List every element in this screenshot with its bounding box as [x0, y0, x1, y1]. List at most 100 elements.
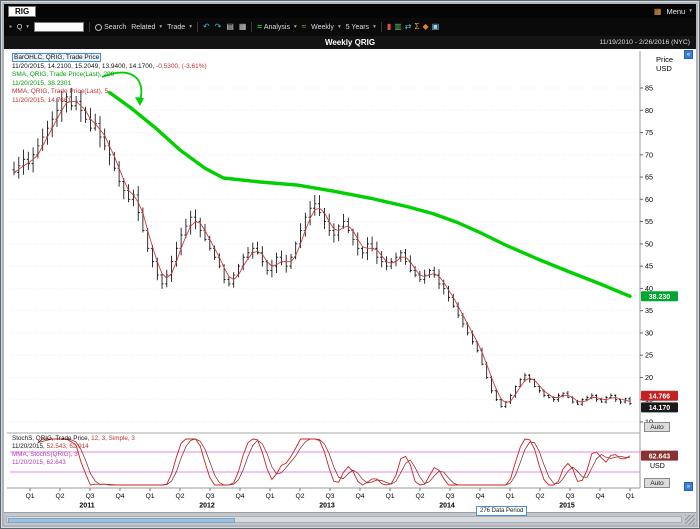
auto-scale-button[interactable]: Auto	[644, 422, 670, 432]
svg-text:Q4: Q4	[595, 493, 604, 500]
svg-text:Q2: Q2	[175, 493, 184, 500]
svg-text:30: 30	[645, 328, 653, 337]
compare-arrows-icon[interactable]: ⇄	[404, 22, 412, 31]
grid-tool-icon[interactable]: ▣	[431, 22, 440, 31]
legend-sma-value: 11/20/2015, 38.2301	[12, 79, 72, 87]
svg-text:80: 80	[645, 106, 653, 115]
svg-text:Q2: Q2	[295, 493, 304, 500]
bottom-scroll-strip	[4, 512, 696, 525]
svg-text:2013: 2013	[319, 503, 335, 510]
search-button[interactable]: Search	[95, 23, 127, 31]
resize-grip[interactable]	[685, 515, 695, 525]
toolbar-divider	[251, 22, 253, 32]
search-label: Search	[104, 23, 127, 31]
svg-text:14.170: 14.170	[649, 405, 671, 412]
security-tab[interactable]: RIG	[8, 5, 37, 17]
related-dropdown[interactable]: Related ▾	[131, 24, 162, 31]
candlestick-icon[interactable]: ▮	[386, 22, 392, 31]
chevron-down-icon: ▾	[337, 24, 341, 30]
redo-button[interactable]: ↷	[214, 22, 222, 31]
svg-text:Q4: Q4	[115, 493, 124, 500]
svg-text:62.643: 62.643	[649, 453, 671, 460]
toolbar: ▪ Q ▾ Search Related ▾ Trade ▾ ↶ ↷ ▤	[4, 18, 696, 36]
trade-label: Trade	[167, 23, 186, 31]
legend-barohlc[interactable]: BarOHLC, QRIG, Trade Price	[12, 53, 102, 62]
legend-mma-value: 11/20/2015, 14.7661	[12, 96, 72, 104]
svg-text:Q1: Q1	[505, 493, 514, 500]
svg-text:Q1: Q1	[385, 493, 394, 500]
svg-text:50: 50	[645, 239, 653, 248]
svg-text:45: 45	[645, 262, 653, 271]
analysis-dropdown[interactable]: ≈ Analysis ▾	[257, 23, 296, 31]
toolbar-divider	[380, 22, 382, 32]
horizontal-scrollbar[interactable]	[6, 516, 682, 523]
menu-button[interactable]: Menu ▾	[666, 7, 692, 16]
svg-text:Q1: Q1	[25, 493, 34, 500]
auto-scale-button-stoch[interactable]: Auto	[644, 478, 670, 488]
wave-icon[interactable]: ≈	[301, 22, 307, 31]
svg-text:85: 85	[645, 84, 653, 93]
layout-grid-icon[interactable]: ▦	[238, 22, 247, 31]
chart-title: Weekly QRIG	[324, 38, 376, 47]
svg-text:Q2: Q2	[535, 493, 544, 500]
svg-text:75: 75	[645, 128, 653, 137]
chart-tools: ▮ ▥ ⇄ Σ ◆ ▣	[387, 23, 439, 31]
undo-button[interactable]: ↶	[202, 22, 210, 31]
search-icon	[95, 23, 103, 31]
legend-ohlc-values: 11/20/2015, 14.2100, 15.2049, 13.9400, 1…	[12, 62, 207, 70]
trade-dropdown[interactable]: Trade ▾	[167, 24, 192, 31]
legend-stoch-mma[interactable]: MMA, StochS(QRIG), 3	[12, 451, 78, 458]
svg-text:Q3: Q3	[565, 493, 574, 500]
ticker-input[interactable]	[34, 22, 85, 32]
collapse-panel-button[interactable]: «	[684, 50, 693, 59]
svg-text:Q3: Q3	[445, 493, 454, 500]
legend-sma[interactable]: SMA, QRIG, Trade Price(Last), 200	[12, 71, 115, 78]
svg-text:Q3: Q3	[205, 493, 214, 500]
chevron-down-icon: ▾	[159, 24, 163, 30]
svg-text:65: 65	[645, 173, 653, 182]
toolbar-divider	[89, 22, 91, 32]
svg-text:38.230: 38.230	[649, 294, 671, 301]
range-dropdown[interactable]: 5 Years ▾	[346, 24, 376, 31]
svg-text:Q4: Q4	[235, 493, 244, 500]
chevron-down-icon: ▾	[189, 24, 192, 30]
svg-text:Q2: Q2	[415, 493, 424, 500]
terminal-icon: ▪	[9, 22, 12, 31]
chevron-down-icon: ▾	[26, 24, 30, 30]
periodicity-label: Weekly	[311, 23, 334, 31]
app-frame: RIG ▦ Menu ▾ ▪ Q ▾ Search Related	[4, 4, 696, 525]
expand-panel-button[interactable]: »	[684, 482, 693, 491]
chevron-down-icon: ▾	[373, 24, 376, 30]
svg-text:2011: 2011	[79, 503, 94, 510]
price-chart-canvas[interactable]: 85 80 75 70 65 60 55 50 45 40 35 30 25 2015 10 Q1 Q2 Q3 Q4…	[4, 49, 696, 512]
range-label: 5 Years	[345, 23, 370, 31]
copy-icon[interactable]: ▤	[226, 22, 234, 31]
stoch-axis-currency: USD	[650, 463, 665, 470]
legend-mma[interactable]: MMA, QRIG, Trade Price(Last), 5	[12, 88, 109, 95]
scrollbar-thumb[interactable]	[8, 518, 235, 523]
price-axis-title: Price USD	[656, 55, 674, 73]
squiggle-icon: ≈	[257, 22, 262, 31]
quote-type-label: Q	[16, 23, 23, 31]
svg-text:10: 10	[645, 417, 653, 426]
related-label: Related	[131, 23, 156, 31]
bar-chart-icon[interactable]: ▥	[394, 22, 402, 31]
date-range: 11/19/2010 - 2/26/2016 (NYC)	[599, 39, 690, 46]
svg-text:2015: 2015	[559, 503, 575, 510]
quote-type-button[interactable]: Q ▾	[17, 24, 29, 31]
svg-text:Q4: Q4	[475, 493, 484, 500]
svg-text:Q1: Q1	[145, 493, 154, 500]
legend-stochs[interactable]: StochS, QRIG, Trade Price, 12, 3, Simple…	[12, 435, 135, 442]
chevron-down-icon: ▾	[689, 8, 692, 14]
apps-grid-icon[interactable]: ▦	[653, 6, 662, 16]
stoch-legend: StochS, QRIG, Trade Price, 12, 3, Simple…	[12, 435, 135, 467]
svg-text:25: 25	[645, 351, 653, 360]
data-period-field[interactable]: 276 Data Period	[476, 506, 528, 516]
toolbar-divider	[196, 22, 198, 32]
svg-text:70: 70	[645, 150, 653, 159]
periodicity-dropdown[interactable]: Weekly ▾	[311, 24, 341, 31]
sum-icon[interactable]: Σ	[414, 22, 420, 31]
svg-text:2012: 2012	[199, 503, 215, 510]
diamond-icon[interactable]: ◆	[422, 22, 429, 31]
